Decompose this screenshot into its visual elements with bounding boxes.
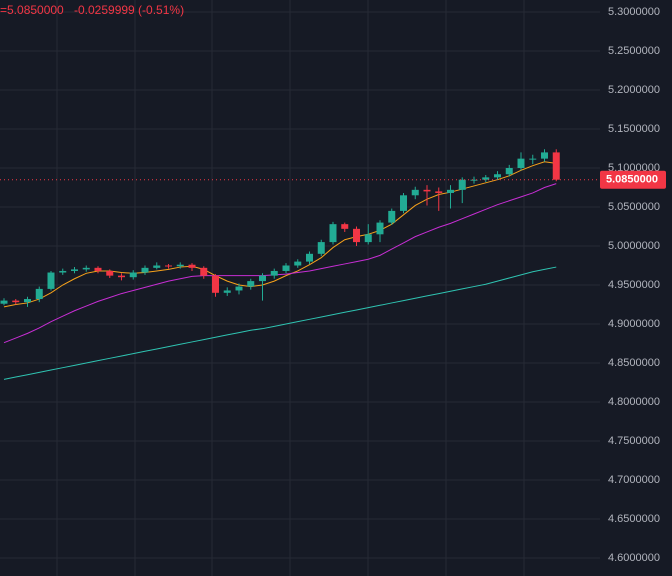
candle-body — [411, 189, 419, 196]
candle-body — [259, 275, 266, 282]
candle-body — [247, 281, 255, 287]
moving-average — [3, 266, 557, 380]
candle-body — [223, 290, 231, 293]
y-tick-label: 4.9000000 — [608, 318, 660, 330]
y-tick-label: 4.9500000 — [608, 279, 660, 291]
candle-body — [0, 300, 8, 304]
header-price: =5.0850000 — [0, 3, 64, 17]
candle-body — [482, 177, 490, 180]
candle-body — [341, 224, 349, 229]
candle-body — [165, 265, 172, 267]
candle-body — [447, 189, 454, 193]
y-tick-label: 5.3000000 — [608, 6, 660, 18]
candle-body — [282, 265, 290, 271]
candle-body — [129, 272, 137, 278]
candle-body — [35, 288, 43, 300]
candle-body — [270, 270, 278, 276]
candle-body — [12, 300, 20, 303]
candle-body — [494, 174, 501, 178]
candle-body — [458, 179, 466, 190]
candle-body — [353, 228, 360, 243]
grid — [0, 0, 600, 576]
y-tick-label: 5.0000000 — [608, 240, 660, 252]
candle-body — [294, 261, 302, 266]
candle-body — [364, 234, 372, 243]
candle-body — [188, 264, 196, 268]
candle-body — [176, 264, 184, 267]
candle-body — [541, 152, 548, 159]
candle-body — [118, 275, 125, 278]
last-price-tag — [600, 170, 666, 189]
candle-body — [552, 152, 560, 180]
y-tick-label: 4.6500000 — [608, 513, 660, 525]
y-tick-label: 4.8000000 — [608, 396, 660, 408]
candle-body — [235, 286, 243, 291]
candle-body — [317, 242, 325, 254]
candle-body — [529, 158, 537, 160]
candle-body — [59, 270, 67, 273]
candle-body — [153, 265, 161, 268]
candle-body — [106, 270, 114, 276]
candle-body — [329, 224, 337, 243]
candle-body — [212, 275, 219, 293]
candle-body — [423, 189, 431, 192]
header-change: -0.0259999 (-0.51%) — [74, 3, 184, 17]
y-tick-label: 5.2500000 — [608, 45, 660, 57]
y-tick-label: 4.8500000 — [608, 357, 660, 369]
y-tick-label: 5.0500000 — [608, 201, 660, 213]
last-price-label: 5.0850000 — [606, 174, 658, 186]
y-tick-label: 4.7000000 — [608, 474, 660, 486]
candle-body — [435, 191, 443, 193]
plot — [0, 149, 560, 380]
candle-body — [200, 267, 208, 276]
candle-body — [388, 210, 396, 223]
candle-body — [94, 267, 102, 271]
y-tick-label: 4.6000000 — [608, 552, 660, 564]
y-tick-label: 5.2000000 — [608, 84, 660, 96]
candle-body — [400, 195, 407, 211]
y-tick-label: 4.7500000 — [608, 435, 660, 447]
candle-body — [505, 168, 513, 175]
moving-average — [3, 183, 557, 344]
candle-body — [517, 158, 525, 168]
candle-body — [470, 179, 478, 181]
y-tick-label: 5.1500000 — [608, 123, 660, 135]
candle-body — [376, 222, 384, 235]
candle-body — [47, 272, 55, 289]
candle-body — [306, 253, 313, 262]
candle-body — [71, 269, 78, 271]
candle-body — [82, 267, 90, 270]
candle-body — [24, 299, 31, 303]
candle-body — [141, 267, 149, 273]
